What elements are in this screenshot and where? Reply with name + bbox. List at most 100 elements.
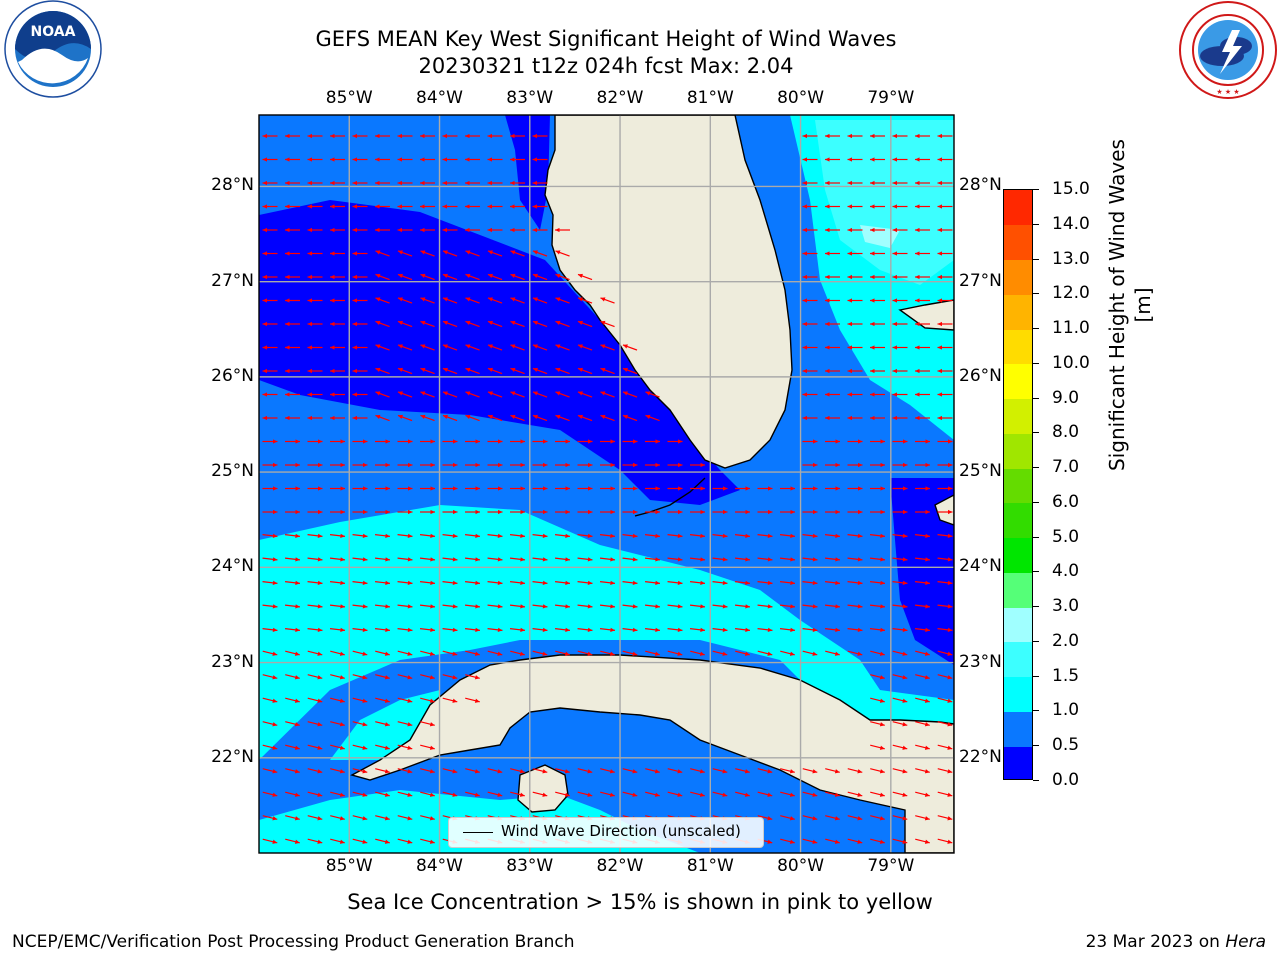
wave-arrow-530 bbox=[329, 627, 346, 633]
wave-arrow-190 bbox=[262, 345, 278, 350]
wave-arrow-120 bbox=[915, 251, 930, 256]
wave-arrow-307 bbox=[802, 439, 818, 444]
wave-arrow-392 bbox=[712, 509, 728, 515]
wave-arrow-441 bbox=[419, 557, 436, 562]
lat-label-right-2: 26°N bbox=[959, 365, 1002, 386]
wave-arrow-114 bbox=[555, 250, 570, 257]
wave-arrow-521 bbox=[824, 604, 841, 609]
colorbar-tick-13 bbox=[1033, 328, 1039, 330]
footer-date: 23 Mar 2023 on Hera bbox=[1086, 932, 1266, 952]
wave-arrow-589 bbox=[262, 674, 278, 680]
wave-arrow-66 bbox=[397, 204, 413, 209]
wave-arrow-359 bbox=[667, 486, 683, 491]
wave-arrow-346 bbox=[375, 486, 390, 491]
wave-arrow-243 bbox=[375, 391, 390, 398]
wave-arrow-672 bbox=[262, 791, 278, 797]
wave-arrow-268 bbox=[375, 414, 390, 422]
wave-arrow-652 bbox=[510, 768, 525, 774]
wave-arrow-513 bbox=[644, 604, 661, 609]
wave-arrow-4 bbox=[352, 133, 368, 139]
wave-arrow-390 bbox=[667, 509, 683, 515]
wave-arrow-464 bbox=[937, 557, 953, 562]
wave-arrow-230 bbox=[622, 367, 638, 375]
wave-arrow-57 bbox=[892, 180, 908, 186]
wave-arrow-56 bbox=[870, 180, 885, 186]
wave-arrow-603 bbox=[262, 697, 278, 703]
wave-arrow-314 bbox=[262, 462, 278, 468]
wave-arrow-38 bbox=[915, 157, 930, 162]
wave-arrow-567 bbox=[465, 650, 480, 656]
wave-arrow-262 bbox=[937, 392, 953, 397]
wave-arrow-654 bbox=[555, 768, 570, 774]
wave-arrow-140 bbox=[870, 274, 885, 280]
wave-arrow-560 bbox=[307, 650, 323, 656]
wave-arrow-35 bbox=[847, 157, 863, 162]
wave-arrow-202 bbox=[532, 344, 548, 351]
wave-arrow-372 bbox=[262, 509, 278, 515]
wave-arrow-402 bbox=[937, 509, 953, 515]
wave-arrow-96 bbox=[847, 227, 863, 233]
wave-arrow-477 bbox=[532, 580, 548, 586]
wave-arrow-380 bbox=[442, 509, 458, 515]
wave-arrow-72 bbox=[532, 204, 548, 209]
wave-arrow-277 bbox=[577, 414, 593, 422]
wave-arrow-467 bbox=[307, 580, 323, 586]
wave-arrow-125 bbox=[330, 274, 345, 280]
wave-arrow-329 bbox=[600, 462, 615, 468]
wave-arrow-679 bbox=[420, 791, 435, 797]
wave-arrow-484 bbox=[689, 580, 706, 586]
wave-arrow-132 bbox=[487, 273, 503, 281]
footer-date-text: 23 Mar 2023 on bbox=[1085, 932, 1226, 952]
wave-arrow-626 bbox=[892, 721, 908, 727]
colorbar-segment-13 bbox=[1004, 294, 1032, 330]
colorbar-label-15: 13.0 bbox=[1052, 248, 1090, 269]
wave-arrow-25 bbox=[375, 157, 390, 162]
wave-arrow-559 bbox=[285, 650, 300, 656]
wave-arrow-63 bbox=[330, 204, 345, 209]
wave-arrow-123 bbox=[285, 274, 300, 280]
lat-label-left-1: 27°N bbox=[211, 270, 254, 291]
wave-arrow-80 bbox=[262, 227, 278, 233]
wave-arrow-75 bbox=[847, 204, 863, 209]
wave-arrow-466 bbox=[284, 580, 301, 586]
wave-arrow-613 bbox=[870, 697, 885, 703]
wave-arrow-102 bbox=[285, 251, 300, 256]
wave-arrow-456 bbox=[757, 557, 773, 562]
wave-arrow-629 bbox=[262, 744, 278, 750]
wave-arrow-198 bbox=[442, 344, 458, 351]
wave-arrow-338 bbox=[892, 462, 908, 468]
wave-arrow-321 bbox=[420, 462, 435, 468]
wave-arrow-0 bbox=[262, 133, 278, 139]
lon-label-top-6: 79°W bbox=[867, 88, 915, 108]
wave-arrow-183 bbox=[802, 321, 818, 327]
wave-arrow-571 bbox=[555, 650, 570, 656]
wave-arrow-83 bbox=[330, 227, 345, 233]
wave-arrow-398 bbox=[847, 509, 863, 515]
wave-arrow-631 bbox=[307, 744, 323, 750]
wave-arrow-371 bbox=[937, 486, 953, 491]
wave-arrow-522 bbox=[847, 604, 863, 609]
wave-arrow-528 bbox=[284, 627, 301, 633]
wave-arrow-740 bbox=[397, 838, 413, 844]
wave-arrow-36 bbox=[870, 157, 885, 162]
colorbar-label-3: 1.5 bbox=[1052, 665, 1080, 686]
wave-arrow-598 bbox=[465, 674, 480, 680]
wave-arrow-279 bbox=[622, 414, 638, 422]
wave-arrow-529 bbox=[307, 627, 323, 633]
wave-arrow-699 bbox=[870, 791, 885, 797]
colorbar-tick-7 bbox=[1033, 536, 1039, 538]
wave-arrow-762 bbox=[892, 838, 908, 844]
wave-arrow-628 bbox=[937, 721, 953, 727]
wave-arrow-300 bbox=[532, 439, 548, 444]
lon-label-top-3: 82°W bbox=[596, 88, 644, 108]
wave-arrow-710 bbox=[420, 815, 435, 821]
wave-arrow-706 bbox=[330, 815, 345, 821]
wave-arrow-623 bbox=[397, 721, 413, 727]
wave-arrow-21 bbox=[285, 157, 300, 162]
wave-arrow-121 bbox=[937, 251, 953, 256]
wave-arrow-503 bbox=[419, 604, 436, 609]
wave-arrow-725 bbox=[757, 815, 773, 821]
wave-arrow-212 bbox=[915, 345, 930, 350]
wave-arrow-340 bbox=[937, 462, 953, 468]
wave-arrow-391 bbox=[690, 509, 705, 515]
